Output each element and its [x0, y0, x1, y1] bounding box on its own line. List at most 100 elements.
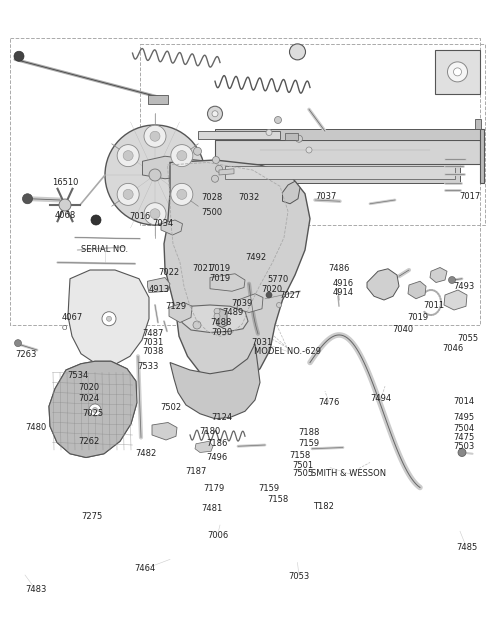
- Circle shape: [274, 116, 281, 124]
- Polygon shape: [148, 278, 170, 292]
- Polygon shape: [435, 50, 480, 94]
- Polygon shape: [367, 269, 399, 300]
- Polygon shape: [215, 309, 227, 328]
- Text: 7486: 7486: [328, 264, 349, 273]
- Polygon shape: [49, 361, 137, 458]
- Text: 7485: 7485: [456, 543, 477, 552]
- Circle shape: [266, 292, 272, 298]
- Text: 7027: 7027: [280, 291, 300, 299]
- Text: 7014: 7014: [454, 397, 474, 406]
- Text: 7021: 7021: [192, 264, 214, 273]
- Text: 7186: 7186: [206, 439, 228, 448]
- Text: 7158: 7158: [290, 451, 310, 459]
- Polygon shape: [198, 131, 280, 139]
- Text: 7263: 7263: [16, 351, 36, 359]
- Circle shape: [177, 151, 187, 161]
- Text: 7180: 7180: [200, 427, 220, 436]
- Text: 7487: 7487: [142, 329, 164, 338]
- Text: 7488: 7488: [210, 318, 232, 327]
- Circle shape: [458, 449, 466, 456]
- Circle shape: [149, 169, 161, 181]
- Text: 7129: 7129: [166, 302, 186, 311]
- Text: 7011: 7011: [424, 301, 444, 309]
- Text: 7500: 7500: [202, 208, 222, 217]
- Polygon shape: [219, 169, 234, 175]
- Text: 7028: 7028: [202, 193, 222, 202]
- Circle shape: [123, 189, 133, 199]
- Text: 7187: 7187: [186, 467, 206, 476]
- Circle shape: [59, 199, 71, 211]
- Circle shape: [22, 194, 32, 204]
- Polygon shape: [237, 294, 263, 312]
- Text: 7032: 7032: [238, 193, 260, 202]
- Circle shape: [117, 183, 139, 206]
- Circle shape: [194, 148, 202, 155]
- Bar: [285, 132, 298, 140]
- Polygon shape: [480, 129, 484, 182]
- Text: 7489: 7489: [222, 308, 244, 317]
- Circle shape: [276, 302, 281, 308]
- Text: SMITH & WESSON: SMITH & WESSON: [312, 469, 386, 478]
- Circle shape: [171, 144, 193, 167]
- Circle shape: [14, 51, 24, 61]
- Text: 7038: 7038: [142, 347, 164, 356]
- Text: O: O: [62, 324, 66, 331]
- Text: 7017: 7017: [460, 192, 480, 201]
- Text: 7046: 7046: [442, 344, 464, 353]
- Text: 7053: 7053: [288, 572, 310, 581]
- Text: 7006: 7006: [207, 531, 228, 539]
- Circle shape: [448, 276, 456, 284]
- Bar: [475, 119, 481, 129]
- Circle shape: [212, 175, 218, 182]
- Circle shape: [296, 135, 302, 142]
- Text: 7501: 7501: [292, 461, 314, 469]
- Text: 7022: 7022: [158, 268, 180, 277]
- Circle shape: [144, 202, 166, 225]
- Text: 5770: 5770: [268, 276, 288, 284]
- Circle shape: [150, 131, 160, 141]
- Text: 7037: 7037: [316, 192, 336, 201]
- Circle shape: [454, 68, 462, 76]
- Polygon shape: [215, 164, 460, 182]
- Circle shape: [212, 111, 218, 117]
- Polygon shape: [215, 140, 480, 164]
- Text: 7019: 7019: [408, 313, 428, 322]
- Circle shape: [14, 339, 21, 347]
- Circle shape: [144, 125, 166, 148]
- Circle shape: [216, 165, 222, 172]
- Text: 7464: 7464: [134, 564, 156, 573]
- Circle shape: [193, 321, 201, 329]
- Text: 7016: 7016: [130, 212, 150, 221]
- Text: 7503: 7503: [454, 442, 474, 451]
- Circle shape: [212, 156, 220, 164]
- Text: 7159: 7159: [298, 439, 320, 448]
- Polygon shape: [210, 274, 245, 291]
- Text: 7179: 7179: [204, 484, 225, 493]
- Polygon shape: [195, 441, 213, 452]
- Text: 7502: 7502: [160, 403, 182, 412]
- Text: 7480: 7480: [26, 423, 46, 432]
- Circle shape: [123, 151, 133, 161]
- Text: 7024: 7024: [78, 394, 100, 403]
- Text: 7476: 7476: [318, 398, 340, 407]
- Circle shape: [117, 144, 139, 167]
- Polygon shape: [282, 181, 300, 204]
- Polygon shape: [170, 344, 260, 419]
- Text: 7534: 7534: [68, 371, 88, 379]
- Polygon shape: [142, 156, 210, 179]
- Circle shape: [290, 44, 306, 60]
- Text: 7481: 7481: [202, 504, 222, 513]
- Text: 7533: 7533: [138, 362, 158, 371]
- Circle shape: [106, 316, 112, 321]
- Text: 7482: 7482: [136, 449, 156, 458]
- Text: 4913: 4913: [148, 286, 170, 294]
- Polygon shape: [152, 422, 177, 440]
- Text: 7020: 7020: [262, 286, 282, 294]
- Polygon shape: [181, 305, 248, 332]
- Circle shape: [92, 408, 98, 412]
- Text: 7159: 7159: [258, 484, 280, 493]
- Text: 7483: 7483: [26, 586, 46, 594]
- Circle shape: [177, 189, 187, 199]
- Text: 7158: 7158: [268, 496, 288, 504]
- Polygon shape: [408, 281, 426, 299]
